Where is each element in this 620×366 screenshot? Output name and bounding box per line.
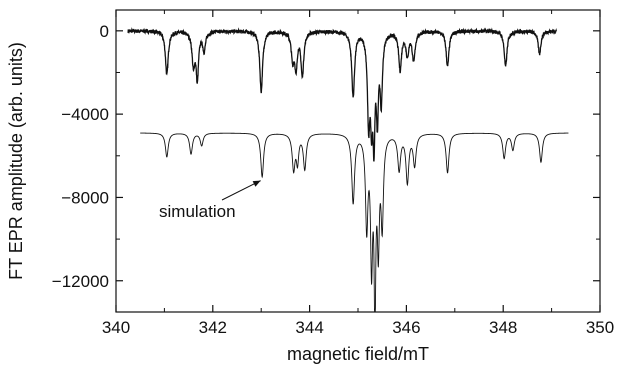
y-tick-label: −4000 <box>61 105 109 124</box>
x-tick-label: 344 <box>295 318 323 337</box>
x-tick-label: 342 <box>199 318 227 337</box>
y-axis-label: FT EPR amplitude (arb. units) <box>6 42 26 280</box>
annotation-layer: simulation <box>159 180 261 221</box>
x-tick-label: 350 <box>586 318 614 337</box>
experimental-spectrum <box>127 27 557 162</box>
y-tick-label: −8000 <box>61 188 109 207</box>
x-tick-label: 348 <box>489 318 517 337</box>
y-tick-label: −12000 <box>52 272 109 291</box>
annotation-arrowhead <box>252 180 261 187</box>
x-tick-label: 340 <box>102 318 130 337</box>
simulated-spectrum <box>140 132 569 313</box>
x-axis-label: magnetic field/mT <box>287 344 429 364</box>
x-tick-label: 346 <box>392 318 420 337</box>
y-tick-label: 0 <box>100 22 109 41</box>
plot-lines <box>127 27 569 313</box>
annotation-simulation: simulation <box>159 202 236 221</box>
plot-frame <box>115 9 601 313</box>
y-axis-ticks: 0 −4000 −8000 −12000 <box>52 22 600 291</box>
x-axis-ticks: 340 342 344 346 348 350 <box>102 10 614 337</box>
